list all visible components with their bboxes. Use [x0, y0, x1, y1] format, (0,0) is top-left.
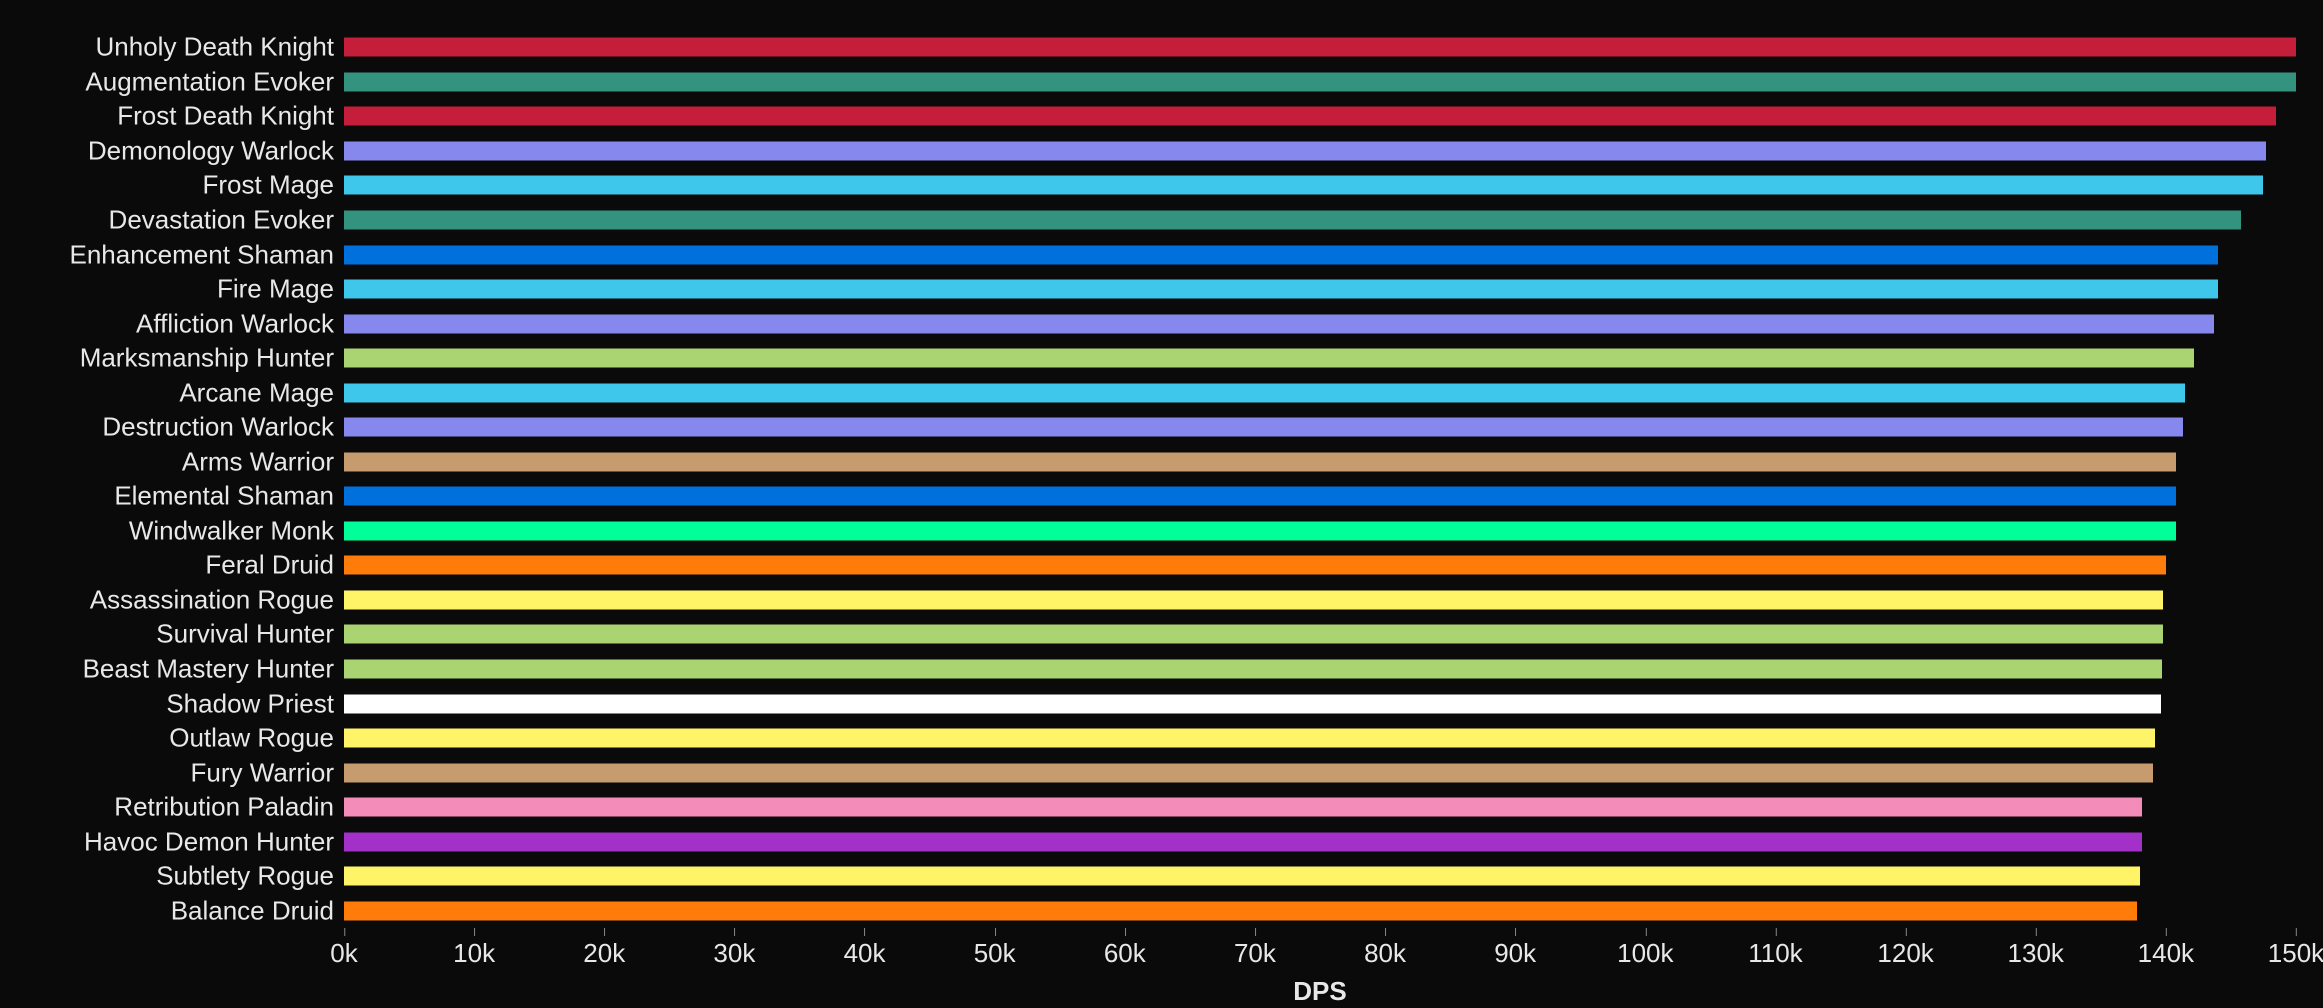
x-tick: 110k	[1748, 938, 1802, 969]
x-tick: 70k	[1234, 938, 1276, 969]
bar-row: Outlaw Rogue	[344, 721, 2296, 756]
bar-row: Balance Druid	[344, 894, 2296, 929]
bar-row: Retribution Paladin	[344, 790, 2296, 825]
bar-row: Enhancement Shaman	[344, 237, 2296, 272]
x-tick: 20k	[583, 938, 625, 969]
x-tick: 30k	[713, 938, 755, 969]
bar-row: Fury Warrior	[344, 755, 2296, 790]
bar[interactable]	[344, 452, 2176, 471]
bar-label: Fury Warrior	[191, 757, 344, 788]
bar[interactable]	[344, 487, 2176, 506]
bar-row: Shadow Priest	[344, 686, 2296, 721]
x-tick: 150k	[2268, 938, 2323, 969]
bar[interactable]	[344, 38, 2296, 57]
bar-row: Havoc Demon Hunter	[344, 824, 2296, 859]
bar[interactable]	[344, 314, 2214, 333]
plot-area: Unholy Death KnightAugmentation EvokerFr…	[344, 30, 2296, 928]
bar-label: Marksmanship Hunter	[80, 343, 344, 374]
bar[interactable]	[344, 625, 2163, 644]
bar[interactable]	[344, 418, 2183, 437]
x-tick: 60k	[1104, 938, 1146, 969]
bar[interactable]	[344, 107, 2276, 126]
bar-label: Destruction Warlock	[102, 412, 344, 443]
bar-row: Marksmanship Hunter	[344, 341, 2296, 376]
bar[interactable]	[344, 867, 2140, 886]
bar-label: Survival Hunter	[156, 619, 344, 650]
bar[interactable]	[344, 798, 2142, 817]
bar-label: Demonology Warlock	[88, 135, 344, 166]
x-tick: 50k	[974, 938, 1016, 969]
bar[interactable]	[344, 694, 2161, 713]
bar-label: Enhancement Shaman	[69, 239, 344, 270]
x-axis: 0k10k20k30k40k50k60k70k80k90k100k110k120…	[344, 938, 2296, 978]
x-tick: 40k	[844, 938, 886, 969]
bar-label: Fire Mage	[217, 274, 344, 305]
bar[interactable]	[344, 349, 2194, 368]
bar-label: Devastation Evoker	[109, 204, 344, 235]
bar[interactable]	[344, 659, 2162, 678]
bar-row: Augmentation Evoker	[344, 65, 2296, 100]
bar-row: Elemental Shaman	[344, 479, 2296, 514]
bar-label: Elemental Shaman	[114, 481, 344, 512]
bar-label: Havoc Demon Hunter	[84, 826, 344, 857]
bar-row: Assassination Rogue	[344, 583, 2296, 618]
bar-label: Arms Warrior	[182, 446, 344, 477]
bar-label: Beast Mastery Hunter	[83, 653, 344, 684]
bar-row: Frost Mage	[344, 168, 2296, 203]
x-tick: 120k	[1877, 938, 1933, 969]
bar-row: Arms Warrior	[344, 444, 2296, 479]
bar[interactable]	[344, 590, 2163, 609]
bar-row: Frost Death Knight	[344, 99, 2296, 134]
bar-label: Affliction Warlock	[136, 308, 344, 339]
bar-row: Fire Mage	[344, 272, 2296, 307]
x-tick: 140k	[2138, 938, 2194, 969]
bar[interactable]	[344, 383, 2185, 402]
x-tick: 130k	[2008, 938, 2064, 969]
bar-label: Frost Death Knight	[117, 101, 344, 132]
bar[interactable]	[344, 141, 2266, 160]
bar-label: Windwalker Monk	[129, 515, 344, 546]
bar-row: Beast Mastery Hunter	[344, 652, 2296, 687]
bar-label: Assassination Rogue	[90, 584, 344, 615]
bar[interactable]	[344, 72, 2296, 91]
bar[interactable]	[344, 763, 2153, 782]
bar[interactable]	[344, 832, 2142, 851]
bar-row: Arcane Mage	[344, 375, 2296, 410]
bar-row: Demonology Warlock	[344, 134, 2296, 169]
bar-row: Affliction Warlock	[344, 306, 2296, 341]
bar-label: Balance Druid	[171, 895, 344, 926]
x-tick: 100k	[1617, 938, 1673, 969]
bar-label: Shadow Priest	[166, 688, 344, 719]
bar[interactable]	[344, 176, 2263, 195]
bar[interactable]	[344, 556, 2166, 575]
bar[interactable]	[344, 245, 2218, 264]
bar-label: Outlaw Rogue	[169, 723, 344, 754]
bar-label: Retribution Paladin	[114, 792, 344, 823]
bar-label: Augmentation Evoker	[85, 66, 344, 97]
bar-label: Unholy Death Knight	[96, 32, 344, 63]
x-tick: 80k	[1364, 938, 1406, 969]
bar-row: Feral Druid	[344, 548, 2296, 583]
bar[interactable]	[344, 729, 2155, 748]
x-axis-title: DPS	[344, 976, 2296, 1007]
bar-row: Subtlety Rogue	[344, 859, 2296, 894]
dps-chart: Unholy Death KnightAugmentation EvokerFr…	[0, 0, 2323, 1008]
bar-label: Arcane Mage	[179, 377, 344, 408]
x-tick: 0k	[330, 938, 357, 969]
bar[interactable]	[344, 280, 2218, 299]
bar-row: Devastation Evoker	[344, 203, 2296, 238]
x-tick: 10k	[453, 938, 495, 969]
bar-label: Feral Druid	[205, 550, 344, 581]
bar-row: Unholy Death Knight	[344, 30, 2296, 65]
bar-row: Destruction Warlock	[344, 410, 2296, 445]
bar-row: Windwalker Monk	[344, 514, 2296, 549]
bar-row: Survival Hunter	[344, 617, 2296, 652]
bar[interactable]	[344, 210, 2241, 229]
bar[interactable]	[344, 521, 2176, 540]
bar-label: Frost Mage	[203, 170, 345, 201]
bar[interactable]	[344, 901, 2137, 920]
x-tick: 90k	[1494, 938, 1536, 969]
bar-label: Subtlety Rogue	[156, 861, 344, 892]
